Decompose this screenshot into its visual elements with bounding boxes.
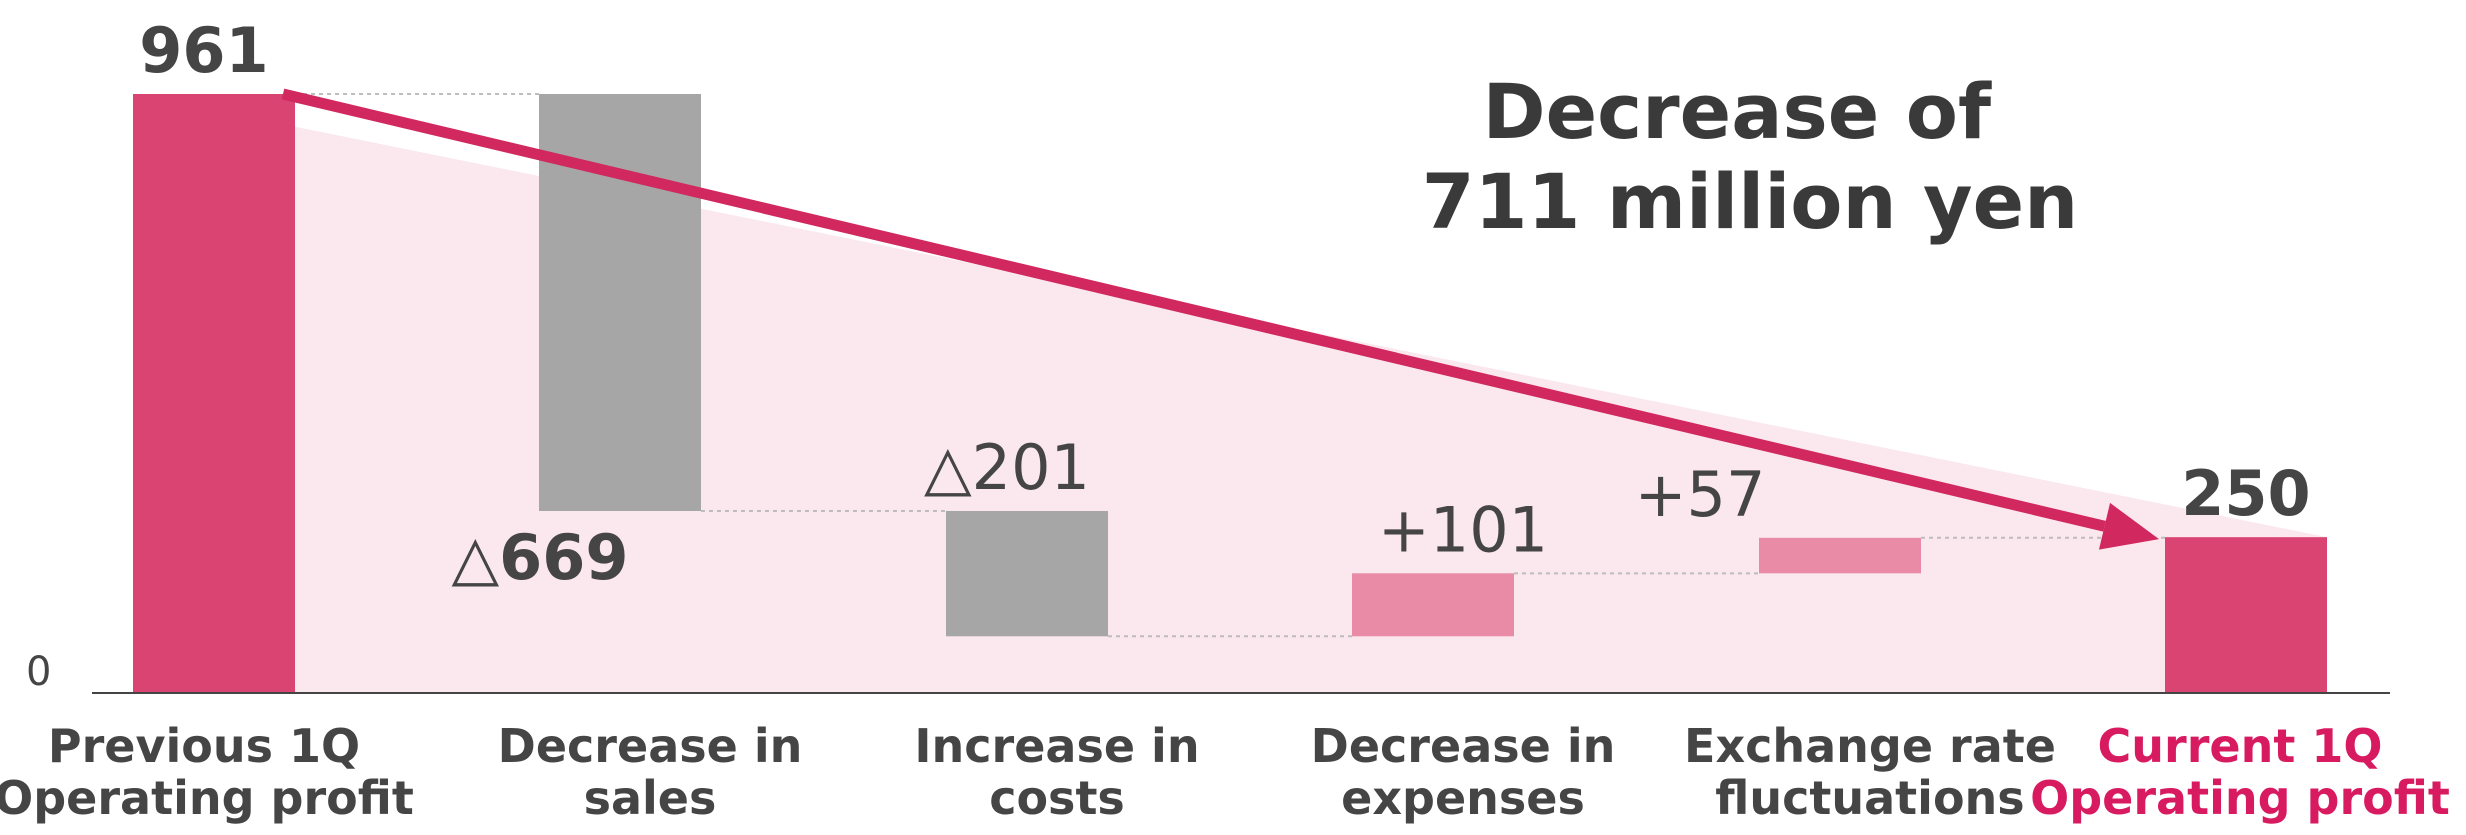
arrow-head xyxy=(2098,502,2159,550)
bar-2 xyxy=(946,510,1108,637)
category-label-4: Exchange rate fluctuations xyxy=(1684,719,2056,825)
annotation-headline: Decrease of 711 million yen xyxy=(1422,67,2078,246)
bar-0 xyxy=(133,94,295,693)
category-label-5: Current 1Q Operating profit xyxy=(2030,719,2450,825)
category-label-2: Increase in costs xyxy=(914,719,1199,825)
y-tick-label-zero: 0 xyxy=(26,649,51,695)
data-labels: 961 △669 △201 +101 +57 250 xyxy=(139,14,2310,594)
bar-3 xyxy=(1352,573,1514,637)
category-label-3: Decrease in expenses xyxy=(1311,719,1616,825)
data-label-5: 250 xyxy=(2181,457,2310,530)
decrease-arrow xyxy=(281,88,2159,550)
data-label-1: △669 xyxy=(451,521,628,594)
data-label-4: +57 xyxy=(1635,458,1766,531)
category-labels: Previous 1Q Operating profit Decrease in sa… xyxy=(0,719,2450,825)
annotation-line-1: Decrease of xyxy=(1483,67,1992,156)
category-label-0: Previous 1Q Operating profit xyxy=(0,719,414,825)
annotation-line-2: 711 million yen xyxy=(1422,157,2078,246)
data-label-2: △201 xyxy=(924,431,1090,504)
data-label-3: +101 xyxy=(1378,493,1548,566)
bar-5 xyxy=(2165,537,2327,693)
category-label-1: Decrease in sales xyxy=(498,719,803,825)
data-label-0: 961 xyxy=(139,14,268,87)
bars xyxy=(133,94,2327,693)
bar-4 xyxy=(1759,537,1921,574)
arrow-shaft xyxy=(281,88,2106,532)
